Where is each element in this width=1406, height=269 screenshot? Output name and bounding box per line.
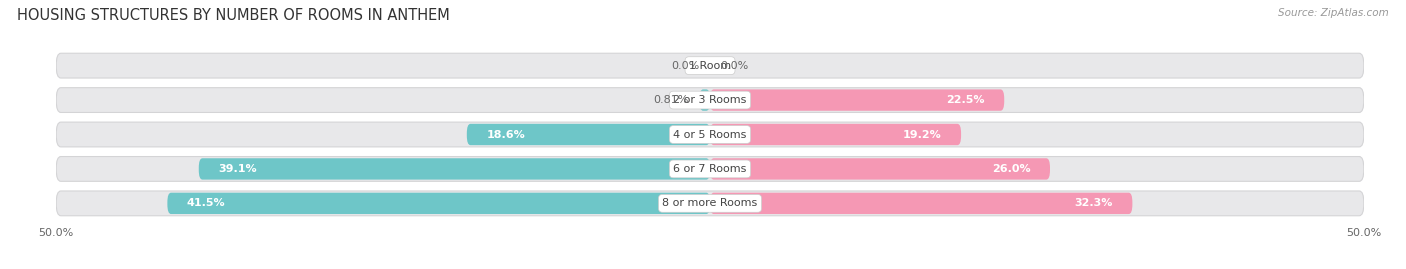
FancyBboxPatch shape bbox=[710, 89, 1004, 111]
FancyBboxPatch shape bbox=[56, 191, 1364, 216]
Text: 6 or 7 Rooms: 6 or 7 Rooms bbox=[673, 164, 747, 174]
Text: HOUSING STRUCTURES BY NUMBER OF ROOMS IN ANTHEM: HOUSING STRUCTURES BY NUMBER OF ROOMS IN… bbox=[17, 8, 450, 23]
Text: 8 or more Rooms: 8 or more Rooms bbox=[662, 198, 758, 208]
FancyBboxPatch shape bbox=[56, 88, 1364, 112]
Text: 26.0%: 26.0% bbox=[991, 164, 1031, 174]
Text: 0.81%: 0.81% bbox=[654, 95, 689, 105]
Text: Source: ZipAtlas.com: Source: ZipAtlas.com bbox=[1278, 8, 1389, 18]
Text: 19.2%: 19.2% bbox=[903, 129, 942, 140]
FancyBboxPatch shape bbox=[56, 122, 1364, 147]
FancyBboxPatch shape bbox=[56, 53, 1364, 78]
Text: 2 or 3 Rooms: 2 or 3 Rooms bbox=[673, 95, 747, 105]
Text: 4 or 5 Rooms: 4 or 5 Rooms bbox=[673, 129, 747, 140]
FancyBboxPatch shape bbox=[699, 89, 710, 111]
FancyBboxPatch shape bbox=[710, 124, 962, 145]
Text: 32.3%: 32.3% bbox=[1074, 198, 1112, 208]
FancyBboxPatch shape bbox=[167, 193, 710, 214]
FancyBboxPatch shape bbox=[710, 158, 1050, 180]
Text: 39.1%: 39.1% bbox=[218, 164, 257, 174]
FancyBboxPatch shape bbox=[56, 157, 1364, 181]
Text: 22.5%: 22.5% bbox=[946, 95, 984, 105]
FancyBboxPatch shape bbox=[198, 158, 710, 180]
FancyBboxPatch shape bbox=[467, 124, 710, 145]
Text: 1 Room: 1 Room bbox=[689, 61, 731, 71]
Text: 0.0%: 0.0% bbox=[671, 61, 700, 71]
FancyBboxPatch shape bbox=[710, 193, 1132, 214]
Text: 18.6%: 18.6% bbox=[486, 129, 526, 140]
Text: 41.5%: 41.5% bbox=[187, 198, 225, 208]
Text: 0.0%: 0.0% bbox=[720, 61, 749, 71]
